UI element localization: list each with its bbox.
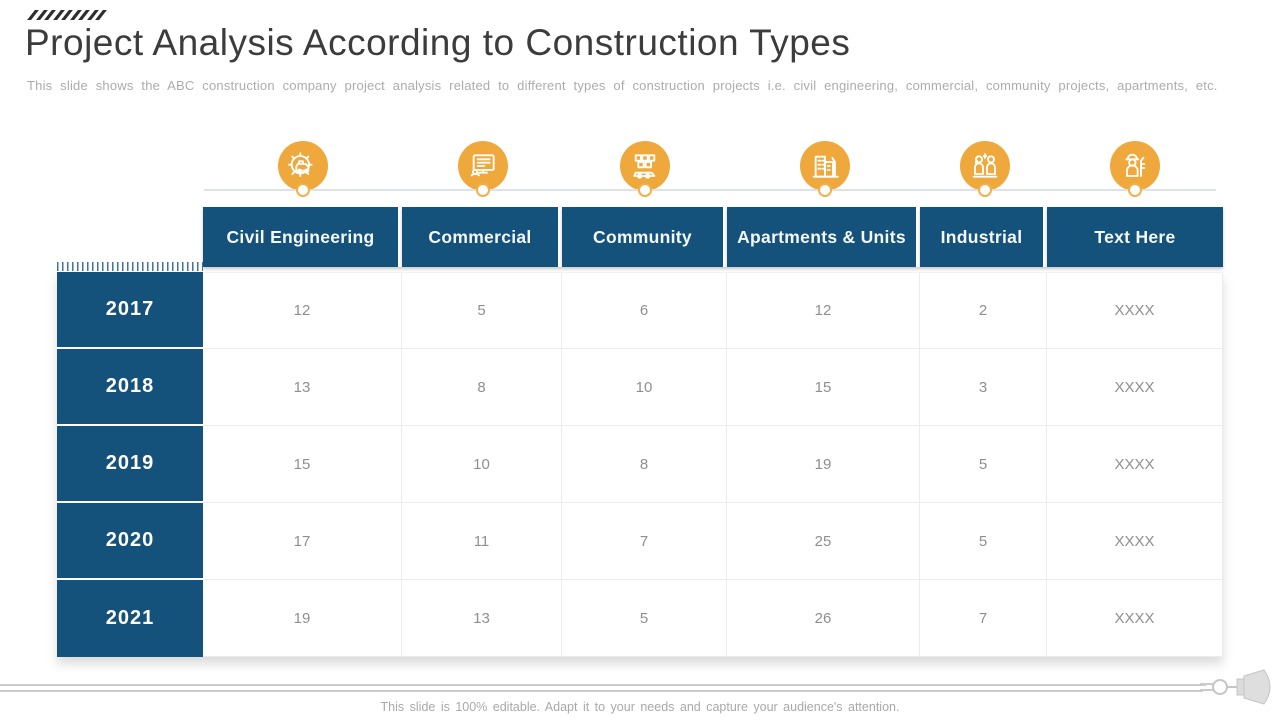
year-cell: 2018 bbox=[57, 349, 203, 426]
value-cell: XXXX bbox=[1047, 503, 1223, 580]
value-cell: 10 bbox=[562, 349, 727, 426]
value-cell: 25 bbox=[727, 503, 920, 580]
value-cell: 6 bbox=[562, 272, 727, 349]
timeline-ring bbox=[476, 183, 490, 197]
page-title: Project Analysis According to Constructi… bbox=[25, 22, 851, 63]
cable-line bbox=[0, 684, 1206, 686]
table-header-row: Civil Engineering Commercial Community A… bbox=[203, 207, 1223, 267]
table-row: 2017 12 5 6 12 2 XXXX bbox=[57, 272, 1223, 349]
column-header-apartments-units: Apartments & Units bbox=[727, 207, 920, 267]
timeline-ring bbox=[296, 183, 310, 197]
value-cell: 5 bbox=[920, 426, 1047, 503]
table-row: 2019 15 10 8 19 5 XXXX bbox=[57, 426, 1223, 503]
value-cell: XXXX bbox=[1047, 272, 1223, 349]
value-cell: 13 bbox=[402, 580, 562, 657]
value-cell: 7 bbox=[562, 503, 727, 580]
table-row: 2020 17 11 7 25 5 XXXX bbox=[57, 503, 1223, 580]
value-cell: 15 bbox=[727, 349, 920, 426]
column-header-text-here: Text Here bbox=[1047, 207, 1223, 267]
timeline-ring bbox=[1128, 183, 1142, 197]
value-cell: XXXX bbox=[1047, 580, 1223, 657]
value-cell: 19 bbox=[203, 580, 402, 657]
value-cell: 5 bbox=[920, 503, 1047, 580]
monitor-commerce-icon bbox=[458, 141, 508, 191]
value-cell: XXXX bbox=[1047, 426, 1223, 503]
value-cell: 13 bbox=[203, 349, 402, 426]
footer-note: This slide is 100% editable. Adapt it to… bbox=[380, 700, 900, 714]
construction-worker-icon bbox=[1110, 141, 1160, 191]
value-cell: 10 bbox=[402, 426, 562, 503]
year-cell: 2021 bbox=[57, 580, 203, 657]
year-cell: 2017 bbox=[57, 272, 203, 349]
column-header-community: Community bbox=[562, 207, 727, 267]
timeline-ring bbox=[818, 183, 832, 197]
value-cell: 8 bbox=[402, 349, 562, 426]
cable-line bbox=[0, 690, 1203, 692]
timeline-ring bbox=[978, 183, 992, 197]
value-cell: 26 bbox=[727, 580, 920, 657]
value-cell: 3 bbox=[920, 349, 1047, 426]
table-row: 2021 19 13 5 26 7 XXXX bbox=[57, 580, 1223, 657]
column-header-industrial: Industrial bbox=[920, 207, 1047, 267]
value-cell: 12 bbox=[203, 272, 402, 349]
value-cell: 8 bbox=[562, 426, 727, 503]
column-header-commercial: Commercial bbox=[402, 207, 562, 267]
table-body: 2017 12 5 6 12 2 XXXX 2018 13 8 10 15 3 … bbox=[57, 272, 1223, 657]
apartment-building-icon bbox=[800, 141, 850, 191]
value-cell: 5 bbox=[562, 580, 727, 657]
value-cell: 17 bbox=[203, 503, 402, 580]
gear-truck-icon bbox=[278, 141, 328, 191]
tick-comb-decoration bbox=[57, 262, 203, 271]
value-cell: 11 bbox=[402, 503, 562, 580]
page-subtitle: This slide shows the ABC construction co… bbox=[27, 78, 1218, 93]
column-header-civil-engineering: Civil Engineering bbox=[203, 207, 402, 267]
year-cell: 2019 bbox=[57, 426, 203, 503]
table-row: 2018 13 8 10 15 3 XXXX bbox=[57, 349, 1223, 426]
slash-dashes-decoration bbox=[27, 10, 107, 20]
value-cell: 12 bbox=[727, 272, 920, 349]
plug-icon bbox=[1200, 669, 1271, 705]
value-cell: 5 bbox=[402, 272, 562, 349]
timeline-ring bbox=[638, 183, 652, 197]
value-cell: 2 bbox=[920, 272, 1047, 349]
value-cell: 15 bbox=[203, 426, 402, 503]
community-blocks-icon bbox=[620, 141, 670, 191]
value-cell: 7 bbox=[920, 580, 1047, 657]
factory-workers-icon bbox=[960, 141, 1010, 191]
timeline-divider bbox=[204, 189, 1216, 191]
value-cell: 19 bbox=[727, 426, 920, 503]
year-cell: 2020 bbox=[57, 503, 203, 580]
value-cell: XXXX bbox=[1047, 349, 1223, 426]
